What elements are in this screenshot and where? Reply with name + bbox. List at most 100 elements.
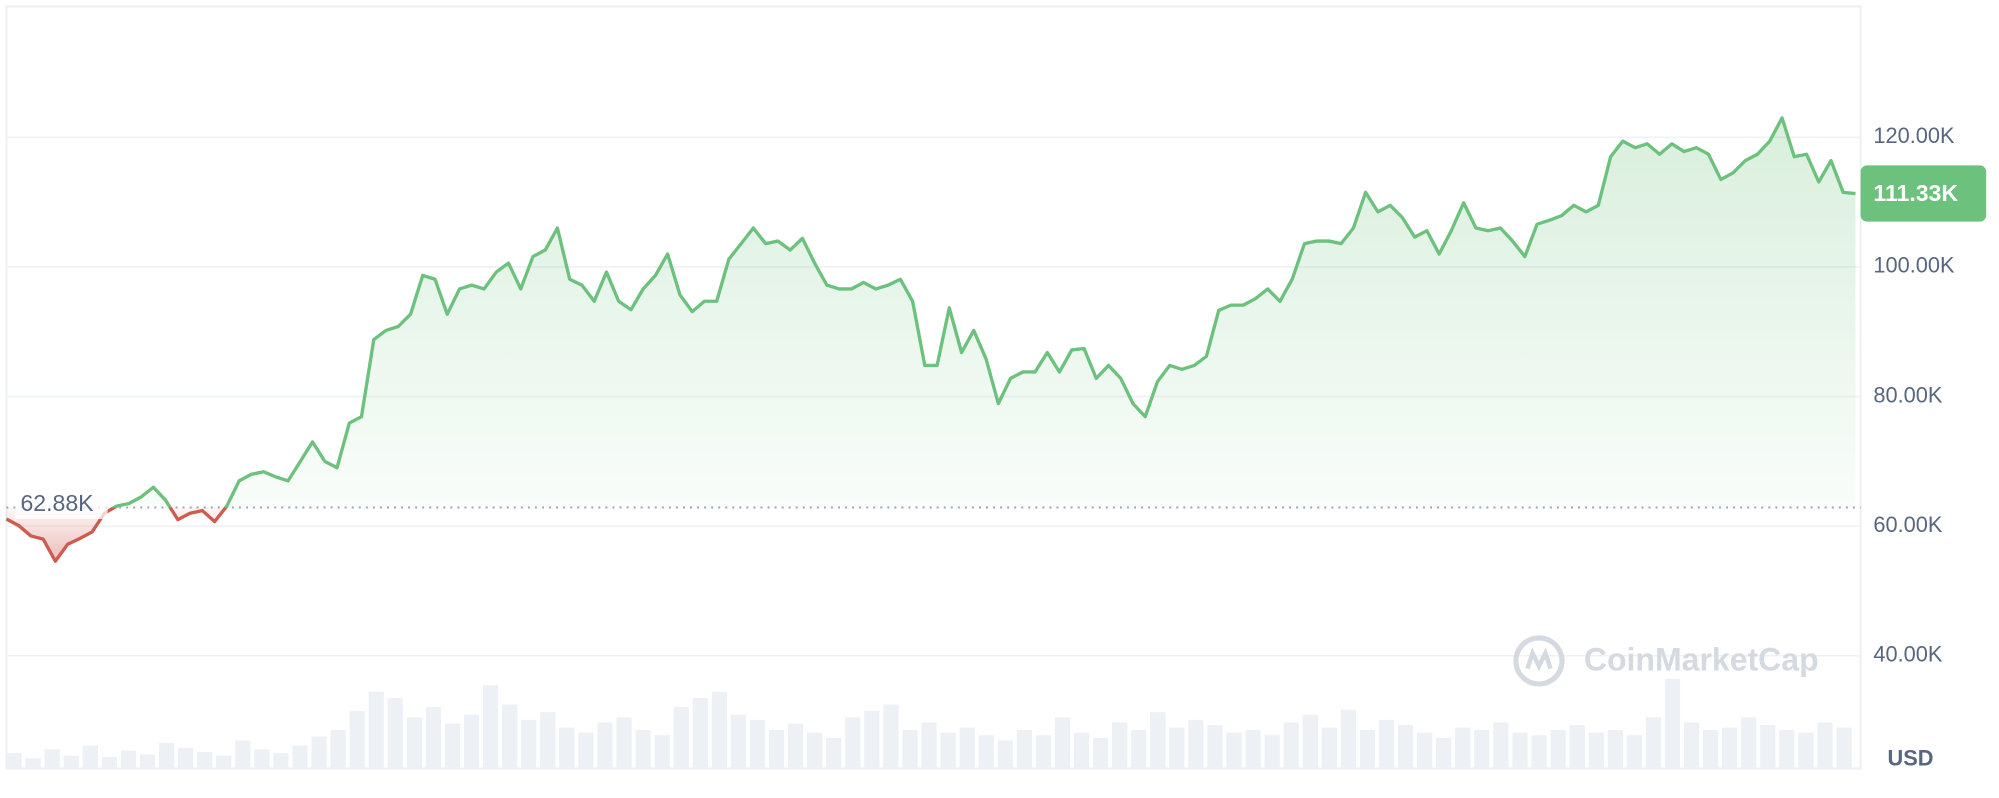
y-tick-label: 120.00K	[1873, 123, 1955, 148]
volume-bar	[749, 719, 766, 769]
volume-bar	[482, 685, 499, 769]
volume-bar	[1493, 722, 1509, 769]
price-area	[6, 117, 1856, 562]
volume-bar	[6, 753, 22, 769]
volume-bar	[330, 730, 346, 769]
volume-bar	[502, 704, 518, 769]
volume-bar	[692, 698, 708, 769]
volume-bar	[406, 717, 422, 769]
volume-bar	[1569, 724, 1585, 769]
volume-bar	[1112, 722, 1128, 769]
volume-bar	[883, 704, 899, 769]
volume-bar	[978, 735, 994, 769]
y-tick-label: 100.00K	[1873, 253, 1955, 278]
volume-bar	[768, 730, 785, 769]
volume-bar	[673, 707, 689, 769]
volume-bar	[444, 723, 461, 769]
volume-bar	[1607, 730, 1623, 769]
volume-bar	[1283, 722, 1299, 769]
volume-bar	[1169, 727, 1185, 769]
volume-bar	[826, 737, 842, 769]
volume-bar	[1150, 712, 1166, 769]
volume-bar	[1436, 737, 1452, 769]
volume-bar	[1302, 714, 1318, 769]
volume-bar	[1340, 709, 1357, 769]
volume-bar	[254, 749, 270, 769]
current-price-pill	[1860, 165, 1987, 222]
volume-bar	[1264, 735, 1280, 769]
volume-bar	[1417, 732, 1433, 769]
watermark: CoinMarketCap	[1513, 635, 1819, 687]
volume-bar	[1226, 732, 1242, 769]
volume-bar	[177, 748, 194, 769]
volume-bar	[1016, 730, 1032, 769]
baseline-label-bg	[15, 490, 108, 520]
y-tick-label: 60.00K	[1873, 512, 1942, 537]
volume-bar	[1626, 735, 1642, 769]
currency-label: USD	[1888, 745, 1934, 770]
volume-bar	[616, 717, 632, 769]
volume-bar	[197, 751, 213, 769]
volume-bar	[216, 755, 232, 769]
volume-bar	[730, 714, 747, 769]
volume-bar	[807, 732, 823, 769]
volume-bar	[368, 691, 384, 769]
volume-bar	[1054, 717, 1071, 769]
volume-bar	[559, 727, 575, 769]
volume-bar	[311, 736, 327, 769]
volume-bar	[578, 732, 594, 769]
volume-bar	[1397, 724, 1414, 769]
volume-bar	[1683, 722, 1700, 769]
volume-bar	[139, 754, 156, 769]
baseline-label: 62.88K	[21, 490, 95, 516]
volume-bar	[845, 717, 861, 769]
volume-bar	[902, 730, 918, 769]
y-tick-label: 40.00K	[1873, 642, 1942, 667]
volume-bar	[597, 722, 613, 769]
volume-bar	[1188, 719, 1204, 769]
volume-bar	[463, 714, 480, 769]
volume-bar	[1321, 727, 1337, 769]
volume-bar	[273, 753, 289, 769]
volume-bar	[120, 750, 137, 769]
volume-bar	[635, 730, 651, 769]
volume-bar	[1741, 717, 1757, 769]
volume-bar	[425, 707, 442, 769]
volume-bar	[1531, 735, 1547, 769]
volume-bar	[1455, 727, 1471, 769]
volume-bar	[235, 740, 251, 769]
volume-bar	[1550, 730, 1566, 769]
volume-bar	[44, 749, 60, 769]
volume-bar	[1645, 717, 1662, 769]
volume-bar	[1512, 732, 1528, 769]
volume-bar	[101, 757, 117, 769]
volume-bar	[711, 691, 727, 769]
volume-bar	[959, 727, 975, 769]
volume-bar	[349, 710, 365, 769]
volume-bar	[787, 723, 804, 769]
volume-bar	[1798, 732, 1814, 769]
volume-bar	[387, 698, 403, 769]
volume-bar	[654, 735, 670, 769]
volume-bar	[1722, 727, 1738, 769]
volume-bar	[1131, 730, 1147, 769]
watermark-text: CoinMarketCap	[1584, 642, 1819, 678]
volume-bar	[1035, 735, 1052, 769]
volume-bar	[1588, 732, 1604, 769]
volume-bar	[1702, 730, 1719, 769]
volume-bar	[292, 745, 308, 769]
volume-bar	[921, 722, 937, 769]
volume-bar	[1073, 732, 1090, 769]
volume-bar	[1245, 730, 1261, 769]
volume-bar	[63, 755, 79, 769]
volume-bar	[1760, 724, 1776, 769]
volume-bar	[1474, 730, 1490, 769]
volume-bar	[1664, 678, 1681, 769]
volume-bar	[1207, 724, 1223, 769]
volume-bar	[1817, 722, 1833, 769]
volume-bar	[940, 732, 956, 769]
y-tick-label: 80.00K	[1873, 382, 1942, 407]
volume-bar	[997, 740, 1013, 769]
volume-bar	[1836, 727, 1852, 769]
